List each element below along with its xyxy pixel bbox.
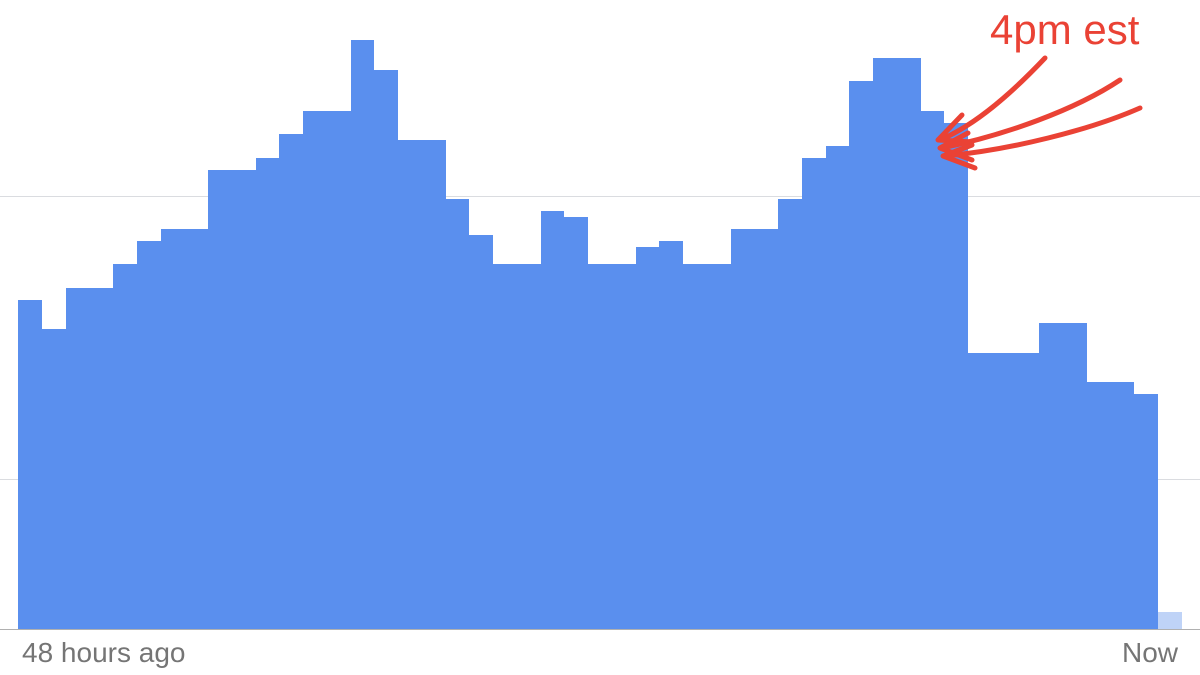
histogram-bar <box>707 264 731 630</box>
histogram-bar <box>754 229 778 630</box>
histogram-bar <box>42 329 66 630</box>
histogram-bar <box>659 241 683 630</box>
histogram-bar <box>778 199 802 630</box>
histogram-bar <box>493 264 517 630</box>
histogram-bar <box>374 70 398 631</box>
histogram-bar <box>921 111 945 630</box>
histogram-bar <box>897 58 921 630</box>
histogram-bar <box>161 229 185 630</box>
histogram-bar <box>279 134 303 630</box>
histogram-bar <box>517 264 541 630</box>
histogram-bar <box>184 229 208 630</box>
histogram-bar <box>802 158 826 630</box>
histogram-bar <box>944 123 968 630</box>
x-axis-start-label: 48 hours ago <box>22 637 185 669</box>
histogram-bar <box>1039 323 1063 630</box>
histogram-chart: 48 hours ago Now 4pm est <box>0 0 1200 675</box>
histogram-bar <box>327 111 351 630</box>
histogram-bar <box>1087 382 1111 630</box>
histogram-bar <box>564 217 588 630</box>
histogram-bar <box>683 264 707 630</box>
histogram-bar <box>731 229 755 630</box>
histogram-bar <box>1111 382 1135 630</box>
x-axis-baseline <box>0 629 1200 630</box>
histogram-bar <box>541 211 565 630</box>
histogram-bar <box>1016 353 1040 630</box>
histogram-bar <box>992 353 1016 630</box>
histogram-bar <box>588 264 612 630</box>
annotation-label: 4pm est <box>990 6 1139 54</box>
histogram-bar <box>1063 323 1087 630</box>
histogram-bar <box>422 140 446 630</box>
histogram-bar <box>446 199 470 630</box>
histogram-bar <box>256 158 280 630</box>
histogram-bar <box>968 353 992 630</box>
histogram-bar <box>826 146 850 630</box>
histogram-bar <box>208 170 232 630</box>
histogram-bar <box>849 81 873 630</box>
histogram-bar <box>469 235 493 630</box>
histogram-bar <box>398 140 422 630</box>
histogram-bar <box>303 111 327 630</box>
histogram-bar <box>1134 394 1158 630</box>
histogram-bar <box>1158 612 1182 630</box>
x-axis-end-label: Now <box>1122 637 1178 669</box>
histogram-bar <box>18 300 42 630</box>
histogram-bar <box>351 40 375 630</box>
histogram-bar <box>137 241 161 630</box>
histogram-bar <box>66 288 90 630</box>
plot-area <box>18 40 1182 630</box>
histogram-bar <box>89 288 113 630</box>
histogram-bar <box>612 264 636 630</box>
histogram-bar <box>232 170 256 630</box>
histogram-bar <box>636 247 660 631</box>
histogram-bar <box>873 58 897 630</box>
histogram-bar <box>113 264 137 630</box>
